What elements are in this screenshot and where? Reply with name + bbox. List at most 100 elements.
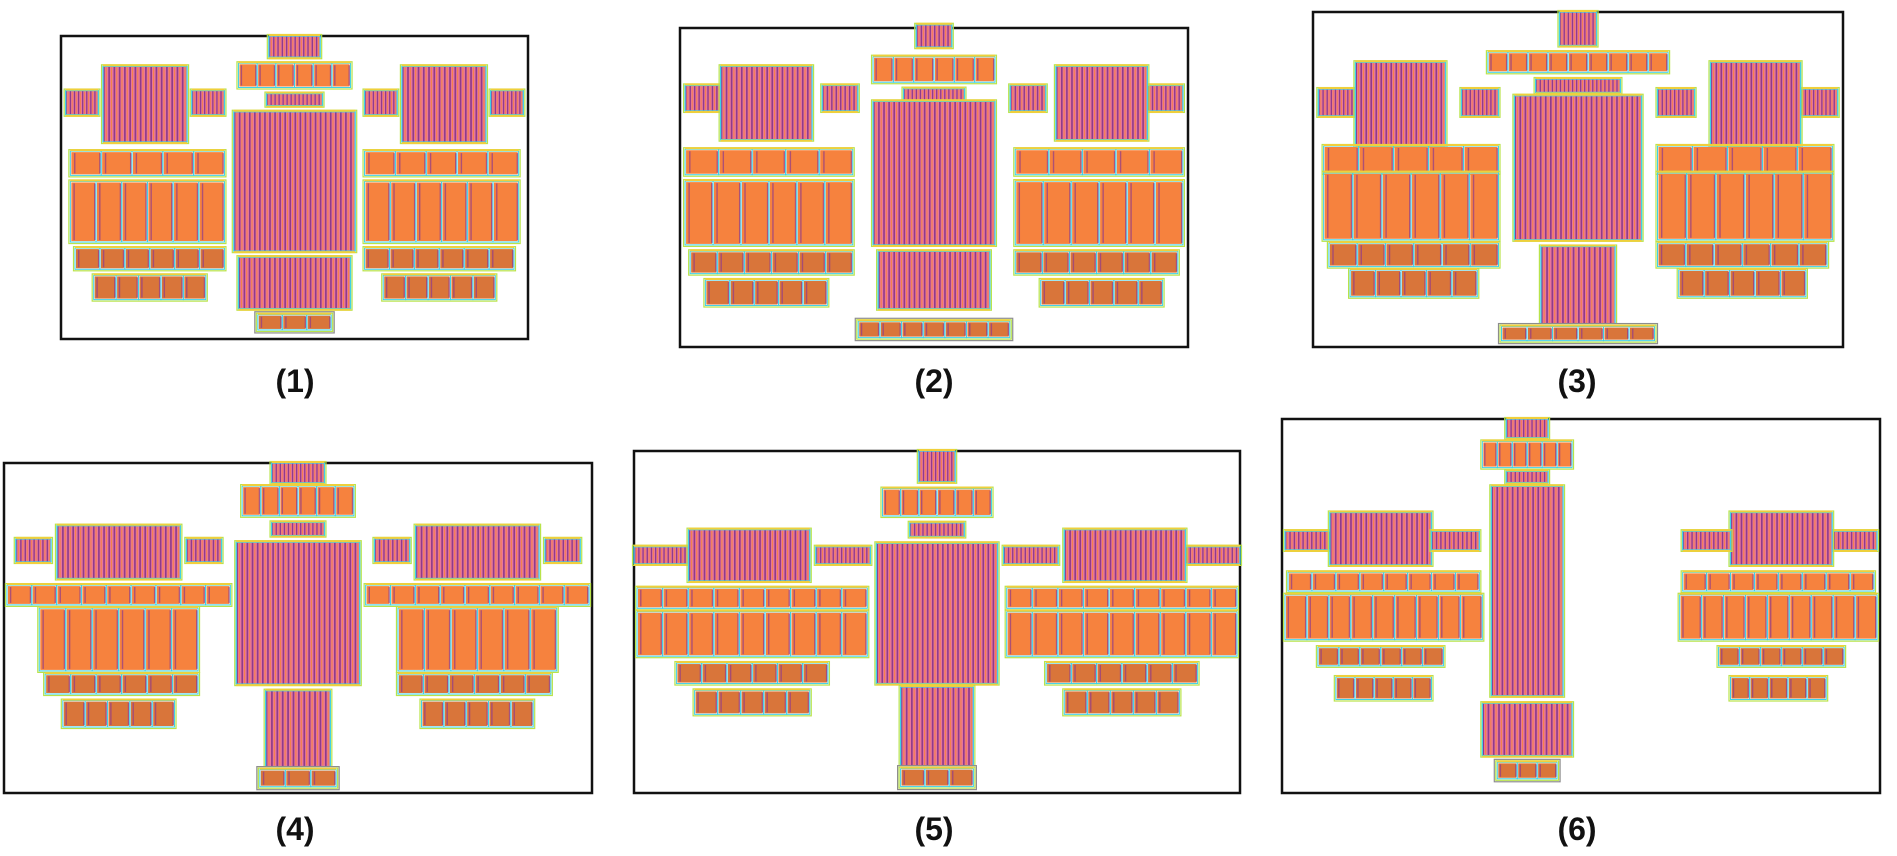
finger [1534,95,1537,240]
finger [316,691,319,766]
finger [1198,546,1200,564]
cell-row [257,767,339,789]
cell [714,612,739,656]
cell-divider [516,183,519,241]
cell [1070,252,1096,273]
finger [1809,513,1811,564]
finger [1324,531,1326,550]
block-rail [688,580,810,583]
cell-divider [1391,679,1393,698]
finger [1506,486,1509,696]
finger [1527,471,1529,483]
cell-divider [986,323,988,336]
finger [916,686,918,770]
finger [1081,530,1084,580]
finger [436,525,438,579]
cell-divider [135,153,138,174]
finger [953,452,955,481]
finger [1516,472,1518,482]
finger [327,258,329,308]
finger [1775,62,1778,146]
finger [1102,530,1104,580]
cell-divider [817,151,819,173]
finger [287,690,289,767]
block-rail [720,139,813,142]
finger [1418,513,1420,564]
finger [642,546,644,564]
cell [1394,147,1428,172]
cell-divider [1467,148,1470,171]
finger [1516,96,1519,239]
finger [268,36,271,58]
finger [320,94,322,105]
finger [939,451,941,482]
cell-divider [454,610,456,669]
cell-divider [59,587,61,603]
cell [100,249,124,269]
finger [698,85,700,111]
cell-divider [793,613,796,655]
finger [1567,96,1569,239]
cell-divider [1731,148,1734,171]
cell [1456,573,1479,591]
finger [967,543,969,684]
finger [347,258,350,308]
cell-divider [972,58,975,81]
cell-divider [1842,649,1844,664]
finger [1580,95,1583,240]
cell-divider [1214,589,1216,607]
finger [942,24,945,48]
cell [175,249,199,269]
finger [1546,472,1547,482]
cell-divider [127,250,130,268]
finger [412,66,415,143]
finger [1565,13,1567,45]
finger [134,66,137,143]
finger [1593,246,1596,331]
finger [1078,67,1080,139]
finger [959,251,962,309]
cell-divider [1290,574,1293,590]
finger [903,251,906,309]
finger [269,111,271,252]
finger [1758,63,1760,145]
finger [1561,703,1564,756]
cell-row [1655,241,1830,269]
cell [1730,270,1755,296]
finger [1575,247,1577,330]
cell-divider [1432,148,1435,171]
finger [954,251,956,309]
finger [1007,546,1010,564]
cell [1441,173,1469,239]
finger [1556,703,1558,756]
block-rail [65,88,99,91]
finger [913,101,916,245]
finger [461,525,464,579]
cell [1047,664,1071,683]
row-rail [62,698,175,701]
finger [380,90,383,115]
cell [727,664,752,683]
cell-divider [412,250,414,268]
cell [1518,763,1537,778]
finger [454,66,457,143]
finger [459,526,461,578]
finger [911,543,914,684]
cell-divider [94,676,96,692]
cell [317,487,335,515]
finger [340,257,342,309]
finger-array [1145,83,1186,114]
cell-divider [260,316,263,328]
finger [492,91,494,114]
finger [90,90,92,115]
panel-2-layout [682,22,1186,342]
cell-divider [839,589,842,607]
finger [1773,63,1775,145]
finger [400,538,403,562]
finger [173,67,176,142]
cell-divider [971,770,973,785]
finger [943,451,945,482]
finger [1669,89,1672,116]
cell [718,252,744,273]
block-rail [873,99,995,102]
